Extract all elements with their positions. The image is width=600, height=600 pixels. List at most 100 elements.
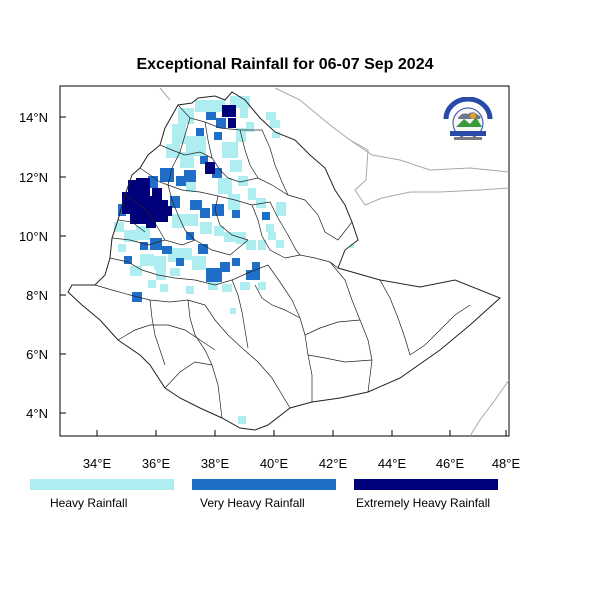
very-heavy-rainfall-cell xyxy=(170,196,180,208)
heavy-rainfall-cell xyxy=(214,226,224,236)
heavy-rainfall-cell xyxy=(186,286,194,294)
heavy-rainfall-cell xyxy=(238,416,246,424)
heavy-rainfall-cell xyxy=(268,232,276,240)
heavy-rainfall-cell xyxy=(130,266,142,276)
y-tick-label: 4°N xyxy=(26,406,48,421)
heavy-rainfall-cell xyxy=(272,132,280,138)
heavy-rainfall-cell xyxy=(230,308,236,314)
x-axis-labels: 34°E 36°E 38°E 40°E 42°E 44°E 46°E 48°E xyxy=(83,456,521,471)
heavy-rainfall-cell xyxy=(192,256,206,270)
very-heavy-rainfall-cell xyxy=(216,118,226,128)
heavy-rainfall-cell xyxy=(266,112,276,120)
very-heavy-rainfall-cell xyxy=(232,210,240,218)
legend-extreme-label: Extremely Heavy Rainfall xyxy=(356,496,491,510)
heavy-rainfall-cell xyxy=(118,244,126,252)
x-tick-label: 42°E xyxy=(319,456,348,471)
heavy-rainfall-cell xyxy=(240,108,248,118)
map-frame xyxy=(59,85,510,437)
heavy-rainfall-cell xyxy=(186,182,196,192)
heavy-rainfall-cell xyxy=(156,270,166,280)
y-axis-labels: 14°N 12°N 10°N 8°N 6°N 4°N xyxy=(19,110,48,421)
very-heavy-rainfall-cell xyxy=(200,156,208,164)
heavy-rainfall-cell xyxy=(256,198,266,208)
heavy-rainfall-cell xyxy=(230,160,242,172)
very-heavy-rainfall-cell xyxy=(252,262,260,270)
country-outline xyxy=(67,91,501,431)
heavy-rainfall-cell xyxy=(350,244,354,248)
heavy-rainfall-cell xyxy=(266,224,274,232)
x-tick-label: 38°E xyxy=(201,456,230,471)
heavy-rainfall-cell xyxy=(124,230,138,242)
y-tick-label: 6°N xyxy=(26,347,48,362)
very-heavy-rainfall-cell xyxy=(200,208,210,218)
heavy-rainfall-cell xyxy=(200,222,212,234)
y-tick-label: 12°N xyxy=(19,170,48,185)
very-heavy-rainfall-cell xyxy=(246,270,260,280)
extreme-rainfall-cell xyxy=(205,162,215,174)
very-heavy-rainfall-cell xyxy=(184,170,196,182)
extreme-rainfall-cell xyxy=(164,206,172,216)
extreme-rainfall-cell xyxy=(130,212,146,224)
heavy-rainfall-cell xyxy=(195,100,225,112)
y-tick-label: 14°N xyxy=(19,110,48,125)
legend-extreme-swatch xyxy=(354,479,498,490)
very-heavy-rainfall-cell xyxy=(212,168,222,178)
meteorology-agency-logo-icon xyxy=(443,97,493,140)
heavy-rainfall-cell xyxy=(154,256,166,270)
heavy-rainfall-cell xyxy=(222,284,232,292)
extreme-rainfall-cell xyxy=(128,180,138,194)
y-axis-ticks xyxy=(60,116,66,414)
very-heavy-rainfall-cell xyxy=(176,176,186,186)
x-tick-label: 40°E xyxy=(260,456,289,471)
heavy-rainfall-cell xyxy=(258,282,266,290)
legend-heavy-label: Heavy Rainfall xyxy=(50,496,128,510)
heavy-rainfall-cell xyxy=(140,254,154,266)
extreme-rainfall-cell xyxy=(152,188,162,200)
neighbor-boundaries xyxy=(159,87,510,437)
heavy-rainfall-cell xyxy=(172,214,184,228)
very-heavy-rainfall-cell xyxy=(160,168,174,182)
heavy-rainfall-cell xyxy=(276,202,286,216)
heavy-rainfall-cell xyxy=(170,268,180,276)
heavy-rainfall-cell xyxy=(228,194,240,210)
x-tick-label: 34°E xyxy=(83,456,112,471)
heavy-rainfall-cell xyxy=(224,232,236,242)
very-heavy-rainfall-cell xyxy=(162,246,172,254)
zone-boundaries xyxy=(94,104,471,419)
x-tick-label: 44°E xyxy=(378,456,407,471)
very-heavy-rainfall-cell xyxy=(198,244,208,254)
extreme-rainfall-cell xyxy=(146,220,156,228)
heavy-rainfall-cell xyxy=(246,240,256,250)
heavy-rainfall-cell xyxy=(114,222,124,232)
heavy-rainfall-cell xyxy=(270,120,280,128)
heavy-rainfall-cell xyxy=(180,248,192,260)
heavy-rainfall-cell xyxy=(166,144,180,158)
rainfall-cells xyxy=(114,96,354,424)
very-heavy-rainfall-cell xyxy=(186,232,194,240)
legend-heavy-swatch xyxy=(30,479,174,490)
heavy-rainfall-cell xyxy=(222,142,238,158)
x-tick-label: 46°E xyxy=(436,456,465,471)
very-heavy-rainfall-cell xyxy=(148,176,158,188)
very-heavy-rainfall-cell xyxy=(190,200,202,210)
map-title: Exceptional Rainfall for 06-07 Sep 2024 xyxy=(136,56,434,73)
extreme-rainfall-cell xyxy=(222,105,236,117)
heavy-rainfall-cell xyxy=(148,280,156,288)
heavy-rainfall-cell xyxy=(136,226,150,240)
x-axis-ticks xyxy=(96,430,507,436)
very-heavy-rainfall-cell xyxy=(150,238,162,250)
very-heavy-rainfall-cell xyxy=(140,242,148,250)
heavy-rainfall-cell xyxy=(184,214,198,226)
extreme-rainfall-cell xyxy=(228,118,236,128)
heavy-rainfall-cell xyxy=(172,124,186,144)
heavy-rainfall-cell xyxy=(160,284,168,292)
very-heavy-rainfall-cell xyxy=(196,128,204,136)
heavy-rainfall-cell xyxy=(248,188,256,200)
y-tick-label: 8°N xyxy=(26,288,48,303)
very-heavy-rainfall-cell xyxy=(262,212,270,220)
legend-very-heavy-swatch xyxy=(192,479,336,490)
legend-very-heavy-label: Very Heavy Rainfall xyxy=(200,496,305,510)
extreme-rainfall-cell xyxy=(156,200,168,222)
very-heavy-rainfall-cell xyxy=(232,258,240,266)
